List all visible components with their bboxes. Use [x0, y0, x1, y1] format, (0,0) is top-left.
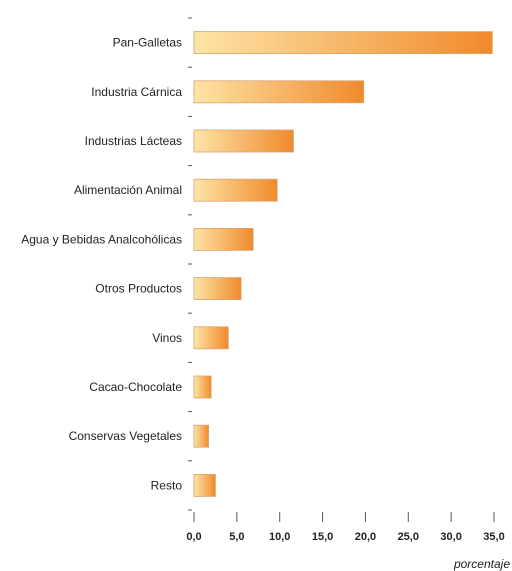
- category-label: Industrias Lácteas: [85, 134, 182, 148]
- bar: [193, 277, 242, 301]
- bar: [193, 31, 493, 55]
- category-label: Cacao-Chocolate: [89, 380, 182, 394]
- x-tick-label: 15,0: [312, 531, 333, 543]
- x-tick-label: 25,0: [398, 531, 419, 543]
- x-axis: 0,0 5,0 10,0 15,0 20,0 25,0 30,0 35,0: [186, 512, 505, 543]
- x-tick-label: 35,0: [483, 531, 504, 543]
- bar: [193, 375, 212, 399]
- bars-group: [193, 31, 493, 497]
- category-label: Conservas Vegetales: [69, 429, 182, 443]
- bar: [193, 326, 229, 350]
- category-label: Agua y Bebidas Analcohólicas: [21, 232, 182, 246]
- x-tick-label: 5,0: [229, 531, 244, 543]
- x-tick-label: 10,0: [269, 531, 290, 543]
- category-label: Vinos: [152, 331, 182, 345]
- category-label: Otros Productos: [95, 282, 182, 296]
- category-labels: Pan-Galletas Industria Cárnica Industrias …: [21, 36, 182, 493]
- bar: [193, 80, 365, 104]
- y-axis: [188, 17, 192, 511]
- bar: [193, 129, 294, 153]
- category-label: Pan-Galletas: [113, 36, 182, 50]
- x-tick-label: 30,0: [440, 531, 461, 543]
- category-label: Alimentación Animal: [74, 183, 182, 197]
- x-tick-label: 0,0: [186, 531, 201, 543]
- bar: [193, 178, 278, 202]
- x-tick-label: 20,0: [355, 531, 376, 543]
- category-label: Resto: [151, 478, 183, 492]
- bar: [193, 473, 216, 497]
- bar: [193, 227, 254, 251]
- x-axis-label: porcentaje: [453, 557, 510, 571]
- category-label: Industria Cárnica: [91, 85, 182, 99]
- bar: [193, 424, 209, 448]
